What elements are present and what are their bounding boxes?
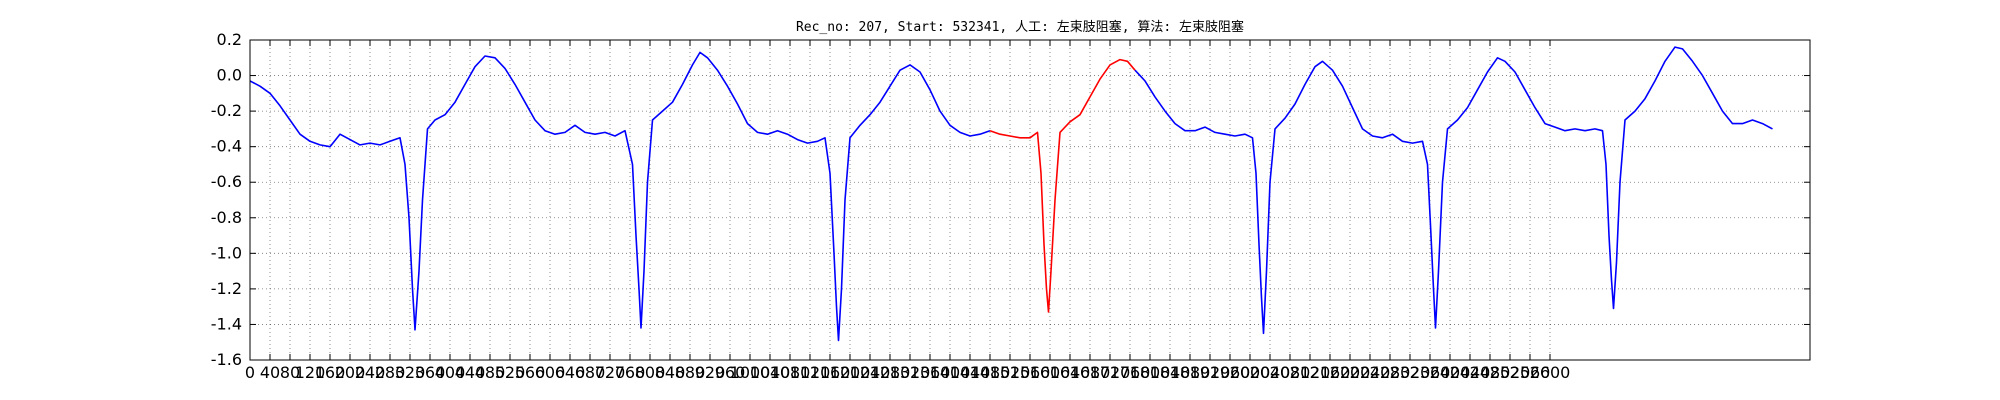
x-tick-label: 1360	[910, 363, 951, 382]
x-tick-label: 1240	[850, 363, 891, 382]
x-tick-label: 1720	[1090, 363, 1131, 382]
x-tick-label: 2000	[1230, 363, 1271, 382]
x-tick-label: 800	[635, 363, 666, 382]
x-tick-label: 400	[435, 363, 466, 382]
y-tick-label: -0.6	[211, 172, 242, 191]
x-tick-label: 1920	[1190, 363, 1231, 382]
x-tick-label: 720	[595, 363, 626, 382]
x-tick-label: 1760	[1110, 363, 1151, 382]
x-tick-label: 2520	[1490, 363, 1531, 382]
chart-title: Rec_no: 207, Start: 532341, 人工: 左束肢阻塞, 算…	[796, 19, 1244, 35]
x-tick-label: 0	[245, 363, 255, 382]
x-tick-label: 120	[295, 363, 326, 382]
x-tick-label: 680	[575, 363, 606, 382]
series-line-2	[989, 58, 1136, 313]
x-tick-label: 520	[495, 363, 526, 382]
grid	[250, 40, 1810, 360]
x-tick-label: 2360	[1410, 363, 1451, 382]
x-tick-label: 1640	[1050, 363, 1091, 382]
x-tick-label: 960	[715, 363, 746, 382]
x-tick-label: 2320	[1390, 363, 1431, 382]
x-tick-label: 2480	[1470, 363, 1511, 382]
x-tick-label: 1120	[790, 363, 831, 382]
x-tick-label: 2600	[1530, 363, 1571, 382]
y-tick-label: 0.2	[217, 30, 242, 49]
x-tick-label: 40	[260, 363, 280, 382]
x-tick-label: 2240	[1350, 363, 1391, 382]
x-tick-label: 1840	[1150, 363, 1191, 382]
x-tick-label: 1680	[1070, 363, 1111, 382]
y-tick-label: -0.8	[211, 208, 242, 227]
x-tick-label: 840	[655, 363, 686, 382]
x-tick-label: 1560	[1010, 363, 1051, 382]
x-tick-label: 1200	[830, 363, 871, 382]
x-tick-label: 640	[555, 363, 586, 382]
y-tick-label: -0.2	[211, 101, 242, 120]
x-tick-label: 2400	[1430, 363, 1471, 382]
x-tick-label: 2280	[1370, 363, 1411, 382]
y-tick-label: -1.6	[211, 350, 242, 369]
x-tick-label: 1440	[950, 363, 991, 382]
x-tick-label: 880	[675, 363, 706, 382]
x-tick-label: 1800	[1130, 363, 1171, 382]
x-tick-label: 760	[615, 363, 646, 382]
x-tick-label: 160	[315, 363, 346, 382]
x-tick-label: 2120	[1290, 363, 1331, 382]
x-tick-label: 1080	[770, 363, 811, 382]
x-tick-label: 2080	[1270, 363, 1311, 382]
x-tick-label: 2440	[1450, 363, 1491, 382]
series-line-1	[249, 51, 991, 342]
signal-lines	[249, 46, 1773, 342]
x-tick-label: 1880	[1170, 363, 1211, 382]
x-tick-label: 1160	[810, 363, 851, 382]
x-tick-label: 2160	[1310, 363, 1351, 382]
x-tick-label: 1960	[1210, 363, 1251, 382]
x-tick-label: 920	[695, 363, 726, 382]
x-tick-label: 80	[280, 363, 300, 382]
x-tick-label: 2200	[1330, 363, 1371, 382]
x-tick-label: 480	[475, 363, 506, 382]
x-tick-label: 1280	[870, 363, 911, 382]
x-tick-label: 1000	[730, 363, 771, 382]
x-tick-label: 560	[515, 363, 546, 382]
x-tick-label: 360	[415, 363, 446, 382]
x-tick-label: 280	[375, 363, 406, 382]
axis-ticks: 0.20.0-0.2-0.4-0.6-0.8-1.0-1.2-1.4-1.60 4…	[211, 30, 1810, 382]
plot-area	[249, 39, 1811, 361]
x-tick-label: 1040	[750, 363, 791, 382]
y-tick-label: -1.2	[211, 279, 242, 298]
x-tick-label: 200	[335, 363, 366, 382]
x-tick-label: 1520	[990, 363, 1031, 382]
x-tick-label: 1600	[1030, 363, 1071, 382]
y-tick-label: -1.4	[211, 314, 242, 333]
x-tick-label: 2560	[1510, 363, 1551, 382]
x-tick-label: 2040	[1250, 363, 1291, 382]
x-tick-label: 320	[395, 363, 426, 382]
y-tick-label: -1.0	[211, 243, 242, 262]
x-tick-label: 240	[355, 363, 386, 382]
y-tick-label: 0.0	[217, 66, 242, 85]
x-tick-label: 1480	[970, 363, 1011, 382]
x-tick-label: 1320	[890, 363, 931, 382]
x-tick-label: 1400	[930, 363, 971, 382]
y-tick-label: -0.4	[211, 137, 242, 156]
x-tick-label: 600	[535, 363, 566, 382]
series-line-3	[1134, 46, 1773, 335]
x-tick-label: 440	[455, 363, 486, 382]
